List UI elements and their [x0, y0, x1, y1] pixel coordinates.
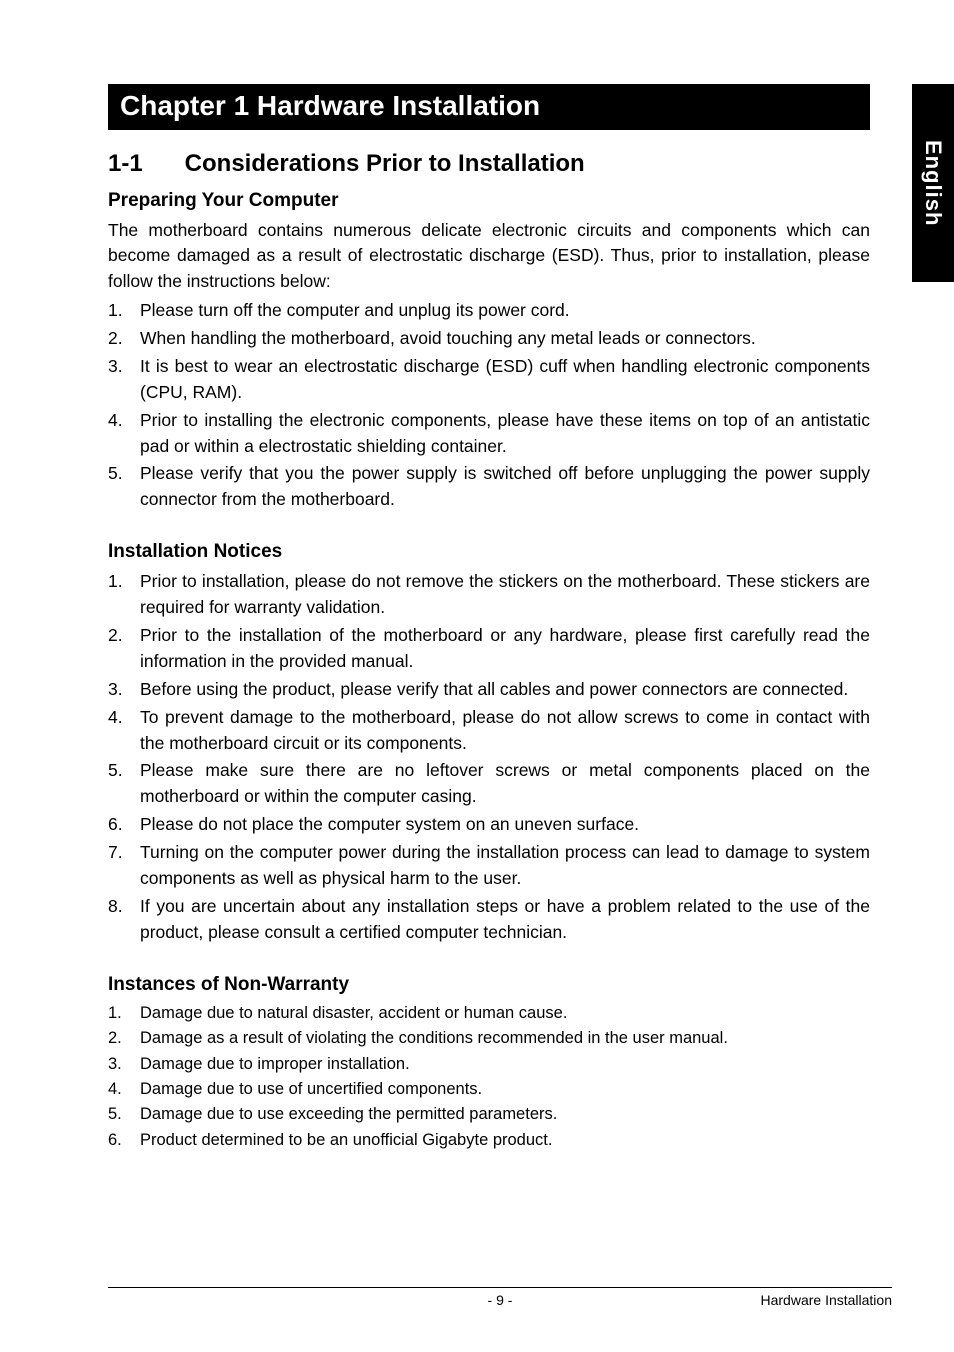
document-page: English Chapter 1 Hardware Installation …	[0, 0, 954, 1352]
list-item: 1.Damage due to natural disaster, accide…	[108, 1002, 870, 1025]
preparing-list: 1.Please turn off the computer and unplu…	[108, 298, 870, 513]
list-item: 3.Damage due to improper installation.	[108, 1053, 870, 1076]
list-item: 5.Please verify that you the power suppl…	[108, 461, 870, 513]
list-item: 4.To prevent damage to the motherboard, …	[108, 705, 870, 757]
list-item: 7.Turning on the computer power during t…	[108, 840, 870, 892]
subheading-notices: Installation Notices	[108, 541, 870, 563]
list-item: 3.Before using the product, please verif…	[108, 677, 870, 703]
list-item: 8.If you are uncertain about any install…	[108, 894, 870, 946]
list-item: 4.Damage due to use of uncertified compo…	[108, 1078, 870, 1101]
language-tab-text: English	[920, 140, 946, 226]
list-item: 2.Prior to the installation of the mothe…	[108, 623, 870, 675]
subheading-nonwarranty: Instances of Non-Warranty	[108, 974, 870, 996]
list-item: 3.It is best to wear an electrostatic di…	[108, 354, 870, 406]
list-item: 2.When handling the motherboard, avoid t…	[108, 326, 870, 352]
list-item: 5.Damage due to use exceeding the permit…	[108, 1103, 870, 1126]
chapter-heading: Chapter 1 Hardware Installation	[108, 84, 870, 130]
subheading-preparing: Preparing Your Computer	[108, 190, 870, 212]
nonwarranty-list: 1.Damage due to natural disaster, accide…	[108, 1002, 870, 1153]
section-number: 1-1	[108, 150, 178, 178]
list-item: 5.Please make sure there are no leftover…	[108, 758, 870, 810]
section-title-text: Considerations Prior to Installation	[185, 150, 585, 177]
page-footer: - 9 - Hardware Installation	[108, 1287, 892, 1308]
list-item: 2.Damage as a result of violating the co…	[108, 1027, 870, 1050]
page-number: - 9 -	[108, 1292, 892, 1308]
preparing-paragraph: The motherboard contains numerous delica…	[108, 218, 870, 294]
list-item: 1.Please turn off the computer and unplu…	[108, 298, 870, 324]
section-title: 1-1 Considerations Prior to Installation	[108, 150, 870, 178]
list-item: 6.Please do not place the computer syste…	[108, 812, 870, 838]
notices-list: 1.Prior to installation, please do not r…	[108, 569, 870, 945]
list-item: 1.Prior to installation, please do not r…	[108, 569, 870, 621]
language-tab: English	[912, 84, 954, 282]
list-item: 6.Product determined to be an unofficial…	[108, 1129, 870, 1152]
list-item: 4.Prior to installing the electronic com…	[108, 408, 870, 460]
